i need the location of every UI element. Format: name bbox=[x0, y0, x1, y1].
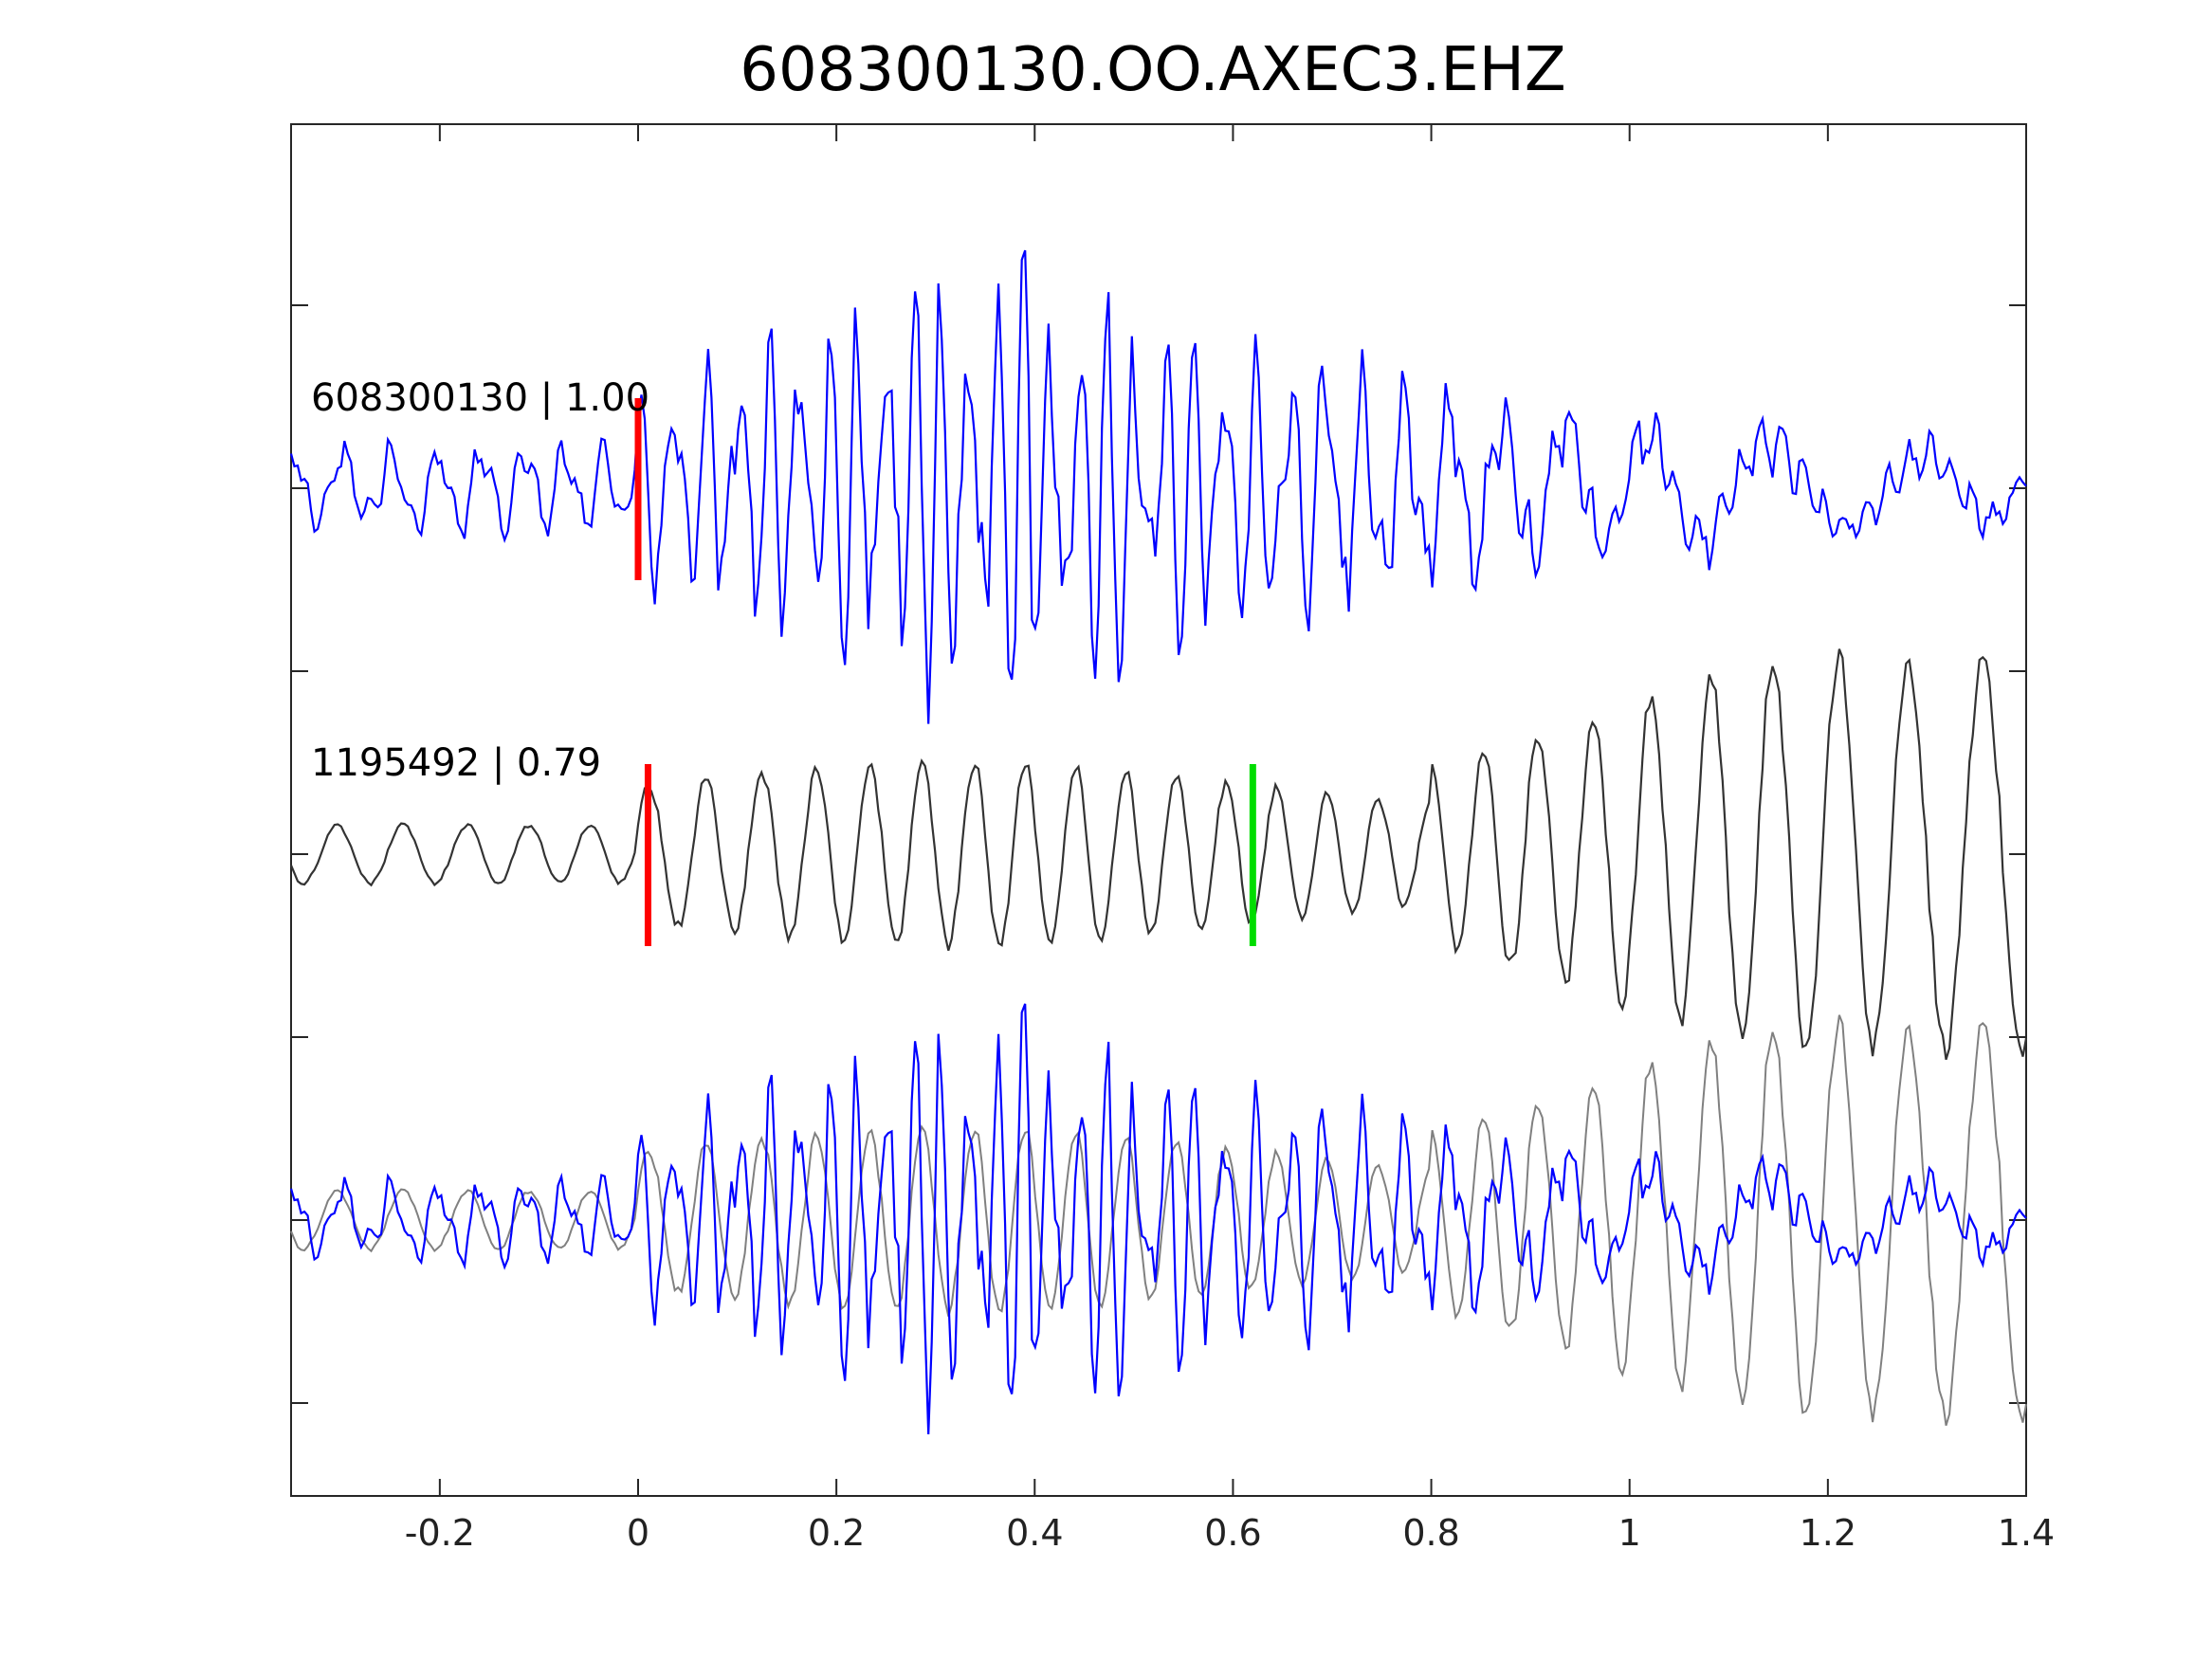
master-trace bbox=[289, 249, 2027, 724]
neighbor-trace-label: 1195492 | 0.79 bbox=[311, 741, 601, 785]
x-tick-label: 0.4 bbox=[1006, 1512, 1063, 1554]
neighbor-trace bbox=[289, 648, 2028, 1061]
x-tick-label: 0.2 bbox=[808, 1512, 865, 1554]
x-tick-label: -0.2 bbox=[405, 1512, 475, 1554]
overlay-neighbor-trace bbox=[290, 1014, 2027, 1426]
plot-area-border bbox=[290, 123, 2027, 1497]
traces bbox=[289, 249, 2028, 1435]
axes-frame bbox=[290, 123, 2027, 1497]
picks bbox=[634, 398, 1256, 946]
overlay-master-trace bbox=[289, 1003, 2027, 1435]
x-tick-label: 0 bbox=[627, 1512, 649, 1554]
master-trace-label: 608300130 | 1.00 bbox=[311, 376, 649, 420]
x-tick-label: 1 bbox=[1618, 1512, 1641, 1554]
x-ticks: -0.2 0 0.2 0.4 0.6 0.8 1 1.2 1.4 bbox=[405, 124, 2055, 1554]
x-tick-label: 1.2 bbox=[1800, 1512, 1856, 1554]
x-tick-label: 0.8 bbox=[1402, 1512, 1459, 1554]
x-tick-label: 0.6 bbox=[1204, 1512, 1261, 1554]
chart-title: 608300130.OO.AXEC3.EHZ bbox=[740, 35, 1566, 105]
x-tick-label: 1.4 bbox=[1998, 1512, 2055, 1554]
